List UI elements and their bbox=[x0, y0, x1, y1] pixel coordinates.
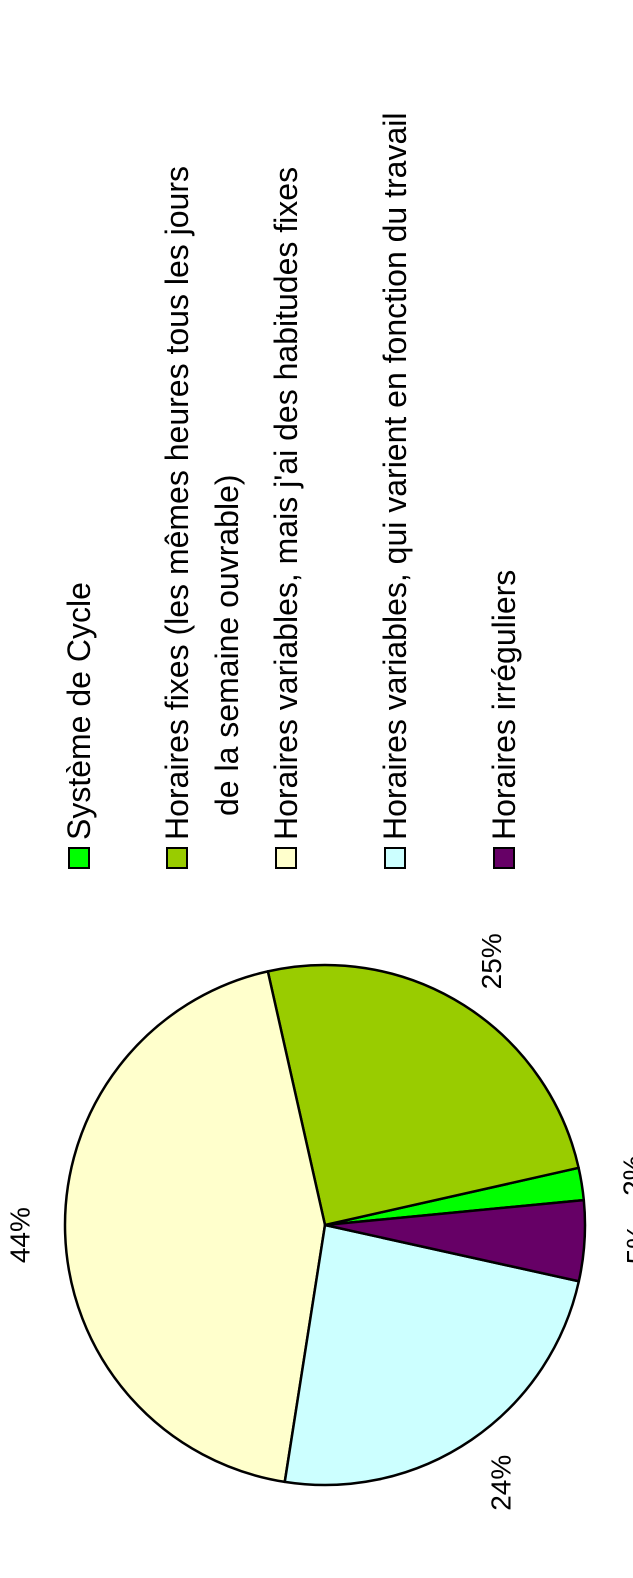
legend-label-4: Horaires variables, qui varient en fonct… bbox=[377, 113, 413, 840]
data-label-3: 44% bbox=[5, 1207, 36, 1263]
legend-swatch-5 bbox=[493, 847, 515, 869]
data-label-5: 5% bbox=[621, 1224, 633, 1264]
legend-label-3: Horaires variables, mais j'ai des habitu… bbox=[268, 167, 304, 840]
legend-swatch-2 bbox=[166, 847, 188, 869]
legend-swatch-4 bbox=[384, 847, 406, 869]
data-label-1: 2% bbox=[618, 1155, 633, 1195]
pie-slice-2 bbox=[266, 963, 580, 1227]
legend-swatch-3 bbox=[275, 847, 297, 869]
chart-rotated-group: 2% 25% 44% 24% 5% Système de Cycle Horaires f… bbox=[5, 113, 633, 1511]
pie-slice-5 bbox=[323, 1198, 587, 1283]
data-label-4: 24% bbox=[485, 1455, 516, 1511]
legend-label-2-line-1: Horaires fixes (les mêmes heures tous le… bbox=[159, 166, 195, 840]
legend: Système de Cycle Horaires fixes (les même… bbox=[61, 113, 522, 869]
legend-label-5: Horaires irréguliers bbox=[486, 570, 522, 840]
pie-slices bbox=[63, 963, 587, 1487]
data-label-2: 25% bbox=[476, 933, 507, 989]
legend-label-1: Système de Cycle bbox=[61, 582, 97, 840]
legend-swatch-1 bbox=[68, 847, 90, 869]
legend-label-2-line-2: de la semaine ouvrable) bbox=[209, 474, 245, 816]
data-labels: 2% 25% 44% 24% 5% bbox=[5, 933, 633, 1511]
pie-slice-3 bbox=[63, 970, 327, 1484]
pie-slice-4 bbox=[283, 1223, 581, 1487]
